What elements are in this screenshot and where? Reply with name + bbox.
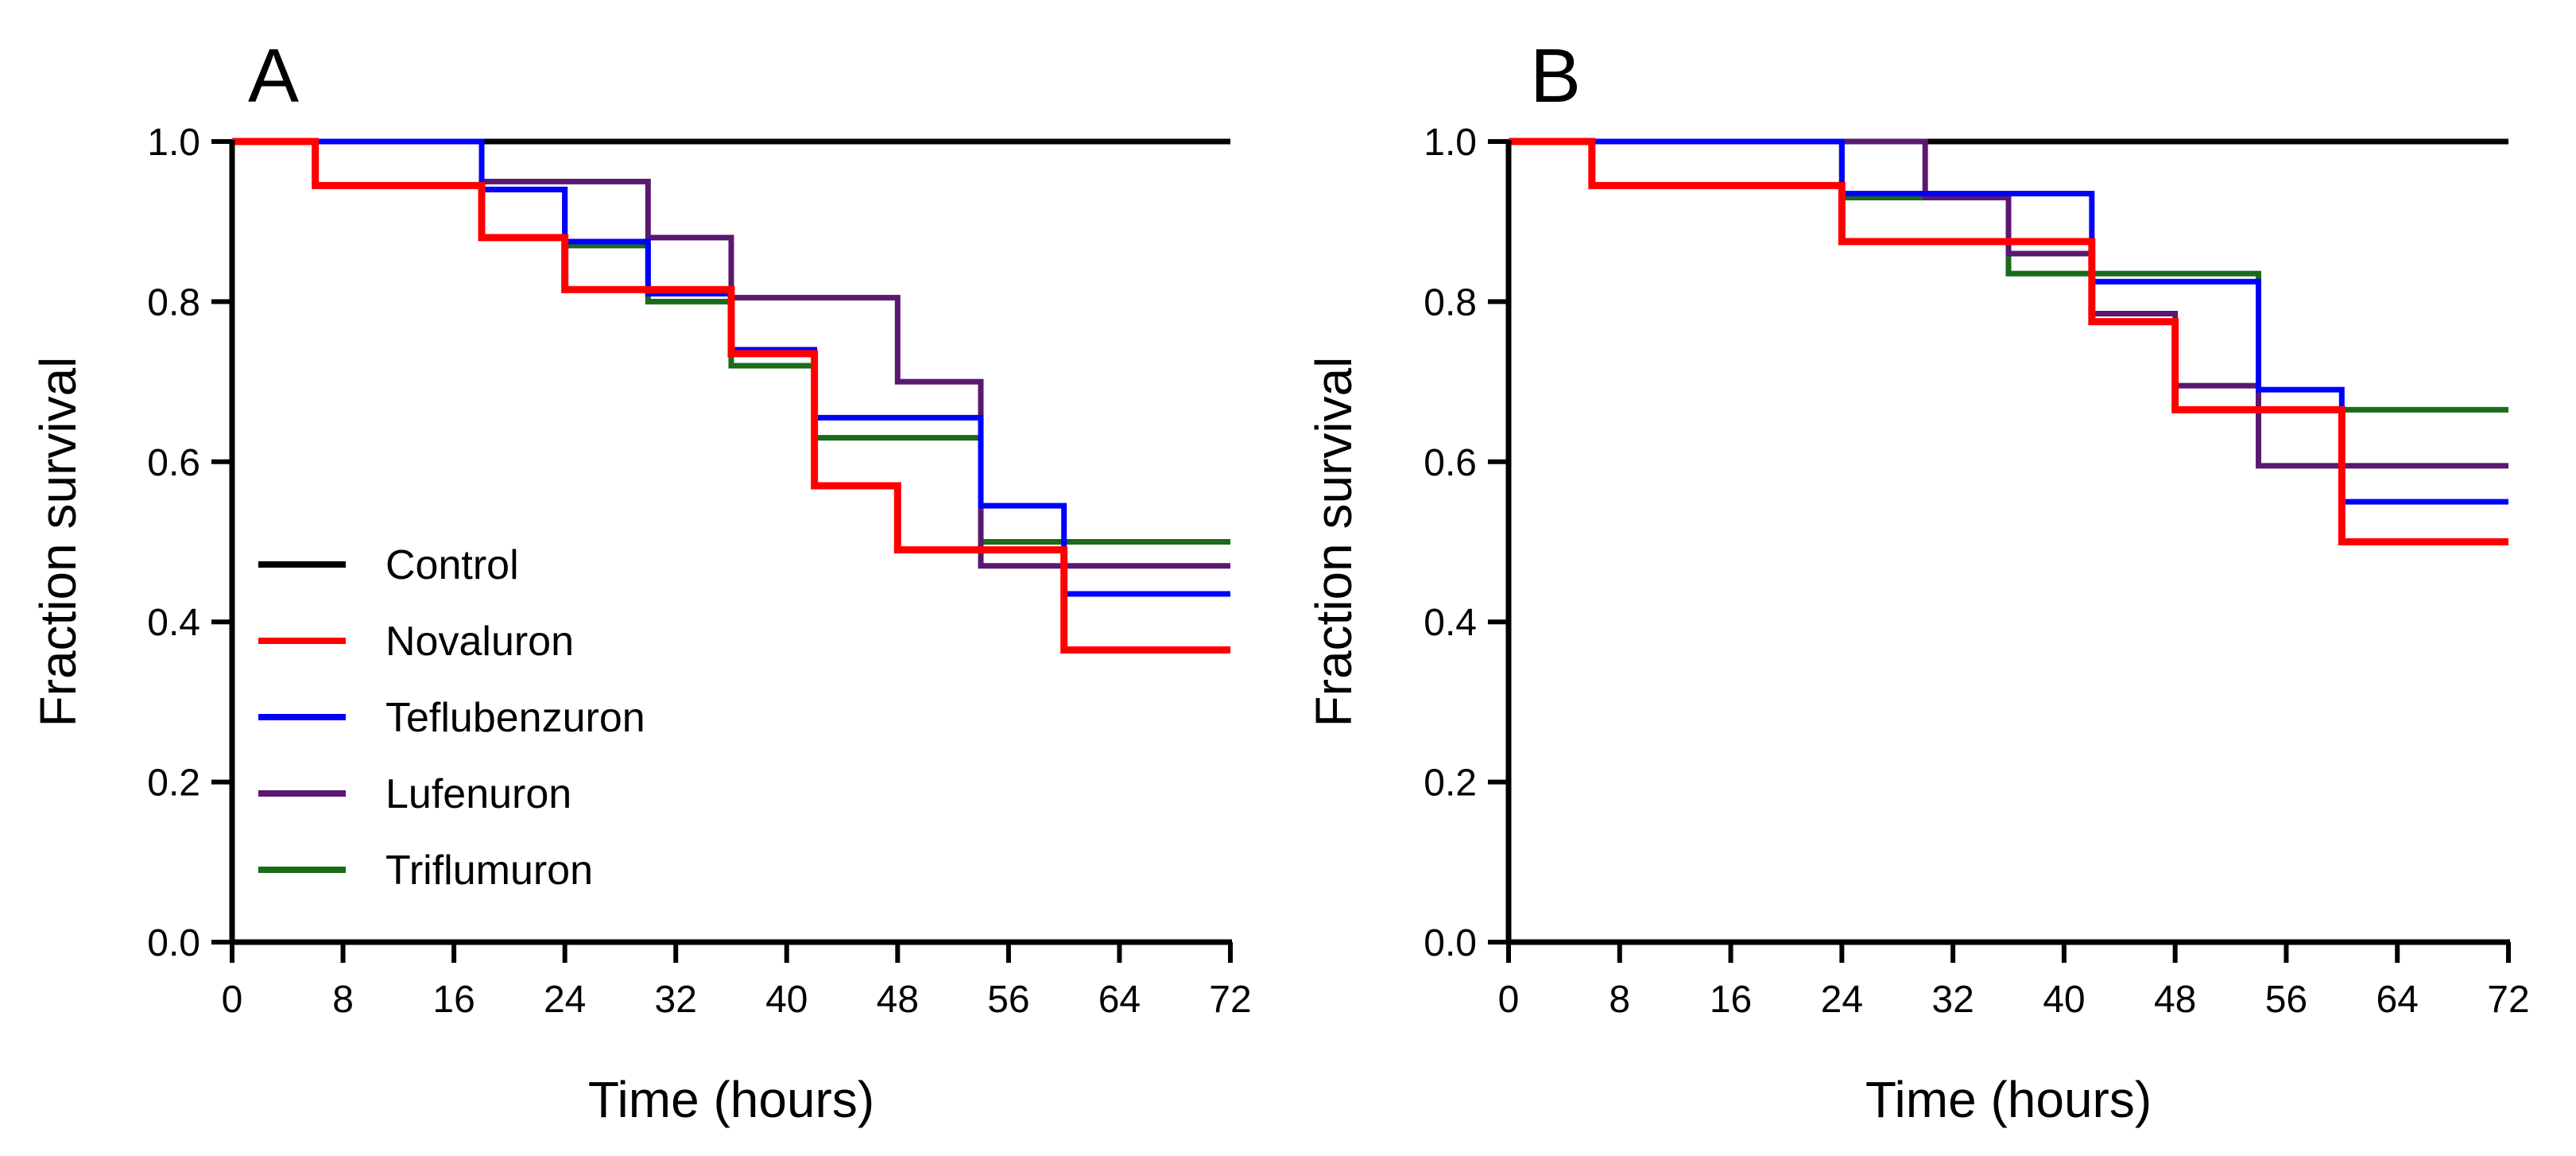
x-tick-label-b: 72 bbox=[2487, 979, 2529, 1021]
series-line-teflubenzuron-b bbox=[1509, 138, 2508, 505]
x-tick-label-a: 16 bbox=[432, 979, 475, 1021]
x-tick-label-a: 72 bbox=[1209, 979, 1251, 1021]
x-tick-label-a: 24 bbox=[544, 979, 586, 1021]
y-tick-label-b: 1.0 bbox=[1424, 122, 1477, 164]
chart-panel-a: A 0 8 16 24 32 40 48 56 64 72 0.0 0.2 0.4 0.6 0.8 1.0 Tim… bbox=[29, 33, 1252, 1128]
x-tick-label-b: 0 bbox=[1498, 979, 1520, 1021]
y-tick-label-b: 0.2 bbox=[1424, 762, 1477, 805]
legend-label-control: Control bbox=[385, 542, 519, 588]
y-tick-label-a: 0.4 bbox=[147, 602, 200, 644]
x-tick-label-a: 0 bbox=[222, 979, 243, 1021]
panel-label-a: A bbox=[248, 33, 299, 118]
x-axis-title-a: Time (hours) bbox=[588, 1071, 874, 1128]
y-tick-label-a: 0.2 bbox=[147, 762, 200, 805]
series-line-novaluron-b bbox=[1509, 138, 2508, 545]
legend-label-novaluron: Novaluron bbox=[385, 619, 574, 665]
y-tick-label-b: 0.0 bbox=[1424, 922, 1477, 964]
x-tick-label-b: 64 bbox=[2377, 979, 2419, 1021]
series-line-lufenuron-b bbox=[1509, 138, 2508, 469]
x-tick-label-a: 48 bbox=[877, 979, 919, 1021]
y-tick-label-a: 0.0 bbox=[147, 922, 200, 964]
x-tick-label-a: 64 bbox=[1098, 979, 1141, 1021]
x-tick-label-b: 24 bbox=[1821, 979, 1863, 1021]
y-tick-label-a: 0.6 bbox=[147, 442, 200, 484]
x-tick-label-a: 40 bbox=[765, 979, 808, 1021]
legend-label-teflubenzuron: Teflubenzuron bbox=[385, 695, 645, 741]
legend-label-triflumuron: Triflumuron bbox=[385, 848, 593, 894]
y-tick-label-a: 1.0 bbox=[147, 122, 200, 164]
y-tick-label-b: 0.4 bbox=[1424, 602, 1477, 644]
y-axis-title-b: Fraction survival bbox=[1305, 357, 1362, 727]
x-tick-label-b: 48 bbox=[2154, 979, 2196, 1021]
legend-label-lufenuron: Lufenuron bbox=[385, 771, 571, 817]
x-tick-label-a: 8 bbox=[332, 979, 354, 1021]
series-line-triflumuron-b bbox=[1509, 138, 2508, 413]
x-tick-label-b: 8 bbox=[1609, 979, 1630, 1021]
x-tick-label-b: 32 bbox=[1931, 979, 1974, 1021]
y-tick-label-a: 0.8 bbox=[147, 281, 200, 324]
x-tick-label-b: 56 bbox=[2265, 979, 2307, 1021]
chart-panel-b: B 0 8 16 24 32 40 48 56 64 72 0.0 0.2 0.4 0.6 0.8 1.0 Tim… bbox=[1305, 33, 2530, 1128]
x-axis-title-b: Time (hours) bbox=[1865, 1071, 2152, 1128]
y-axis-title-a: Fraction survival bbox=[29, 357, 87, 727]
panel-label-b: B bbox=[1530, 33, 1581, 118]
x-tick-label-b: 16 bbox=[1710, 979, 1752, 1021]
y-tick-label-b: 0.6 bbox=[1424, 442, 1477, 484]
x-tick-label-b: 40 bbox=[2043, 979, 2085, 1021]
x-tick-label-a: 32 bbox=[655, 979, 697, 1021]
x-tick-label-a: 56 bbox=[987, 979, 1029, 1021]
y-tick-label-b: 0.8 bbox=[1424, 281, 1477, 324]
legend-a: Control Novaluron Teflubenzuron Lufenuron Tr… bbox=[258, 542, 645, 894]
series-line-novaluron-a bbox=[232, 138, 1230, 654]
